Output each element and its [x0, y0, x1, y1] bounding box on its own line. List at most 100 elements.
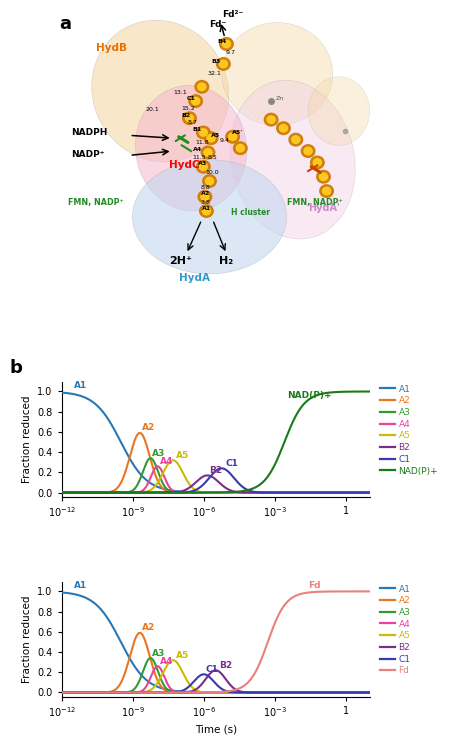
Text: B4: B4: [217, 39, 227, 44]
Text: HydA': HydA': [308, 203, 340, 213]
Text: A3: A3: [152, 649, 165, 658]
Ellipse shape: [222, 22, 333, 125]
Text: A1: A1: [73, 382, 87, 391]
Ellipse shape: [230, 80, 355, 239]
Text: A2: A2: [142, 423, 155, 432]
Text: A4: A4: [160, 657, 174, 666]
Circle shape: [204, 132, 218, 144]
Text: a: a: [59, 16, 71, 33]
Text: 32.1: 32.1: [207, 71, 221, 76]
Circle shape: [198, 83, 206, 90]
Text: 8.8: 8.8: [201, 185, 210, 190]
Text: Fd²⁻: Fd²⁻: [222, 10, 243, 19]
Text: 8.7: 8.7: [188, 120, 198, 125]
Text: 8.5: 8.5: [208, 155, 218, 160]
Ellipse shape: [308, 77, 370, 145]
Circle shape: [219, 38, 233, 50]
Y-axis label: Fraction reduced: Fraction reduced: [22, 596, 32, 683]
Circle shape: [182, 112, 196, 124]
Text: A3: A3: [198, 162, 207, 166]
Text: FMN, NADP⁺: FMN, NADP⁺: [68, 199, 124, 207]
Circle shape: [323, 187, 330, 195]
Circle shape: [200, 163, 207, 170]
Legend: A1, A2, A3, A4, A5, B2, C1, NAD(P)+: A1, A2, A3, A4, A5, B2, C1, NAD(P)+: [381, 385, 438, 476]
Circle shape: [197, 161, 210, 173]
Text: B3: B3: [211, 59, 220, 64]
Text: 15.2: 15.2: [181, 106, 195, 110]
Text: HydA: HydA: [179, 273, 210, 283]
Text: NAD(P)+: NAD(P)+: [287, 391, 331, 399]
Circle shape: [185, 115, 193, 122]
Circle shape: [228, 133, 237, 141]
Circle shape: [267, 116, 275, 123]
Circle shape: [201, 146, 215, 159]
Text: b: b: [9, 359, 22, 377]
Circle shape: [202, 207, 210, 215]
Circle shape: [191, 97, 200, 104]
Text: A4: A4: [160, 457, 174, 466]
Circle shape: [313, 159, 321, 166]
Text: A5: A5: [176, 651, 189, 660]
Text: 11.8: 11.8: [195, 140, 209, 145]
Circle shape: [264, 113, 278, 126]
Text: 3.8: 3.8: [201, 200, 211, 205]
Y-axis label: Fraction reduced: Fraction reduced: [22, 396, 32, 483]
Circle shape: [292, 136, 300, 143]
Circle shape: [200, 205, 213, 217]
Text: H₂: H₂: [219, 256, 233, 266]
Text: 9.7: 9.7: [226, 50, 236, 55]
Text: 11.5: 11.5: [192, 155, 206, 160]
Circle shape: [200, 129, 207, 136]
Ellipse shape: [136, 85, 246, 211]
Text: A2: A2: [142, 623, 155, 632]
Circle shape: [222, 40, 230, 47]
Text: Fd: Fd: [308, 582, 320, 591]
Circle shape: [207, 135, 215, 142]
Text: 13.1: 13.1: [173, 90, 187, 95]
Circle shape: [310, 156, 324, 169]
Circle shape: [189, 95, 202, 107]
Circle shape: [198, 190, 212, 203]
Text: A4: A4: [192, 147, 202, 152]
Legend: A1, A2, A3, A4, A5, B2, C1, Fd: A1, A2, A3, A4, A5, B2, C1, Fd: [381, 585, 410, 676]
Text: A5': A5': [232, 130, 243, 135]
Circle shape: [217, 58, 230, 70]
Ellipse shape: [92, 20, 228, 162]
Text: C1: C1: [225, 459, 238, 468]
Text: NADPH: NADPH: [71, 128, 107, 137]
Text: C1: C1: [187, 96, 196, 101]
Circle shape: [234, 142, 247, 154]
Circle shape: [197, 126, 210, 139]
Text: 20.1: 20.1: [146, 107, 159, 112]
Circle shape: [301, 144, 315, 157]
Text: C1: C1: [206, 665, 219, 674]
Circle shape: [304, 147, 312, 155]
Text: Zn: Zn: [276, 96, 284, 101]
Text: HydC: HydC: [170, 160, 200, 170]
Text: FMN, NADP⁺: FMN, NADP⁺: [286, 199, 342, 207]
Circle shape: [226, 130, 239, 143]
Circle shape: [206, 177, 213, 185]
Text: A3: A3: [152, 449, 165, 458]
X-axis label: Time (s): Time (s): [195, 725, 237, 735]
Circle shape: [201, 193, 209, 201]
Text: A2: A2: [201, 191, 210, 196]
Text: 2H⁺: 2H⁺: [170, 256, 192, 266]
Text: NADP⁺: NADP⁺: [71, 150, 104, 159]
Text: 9.4: 9.4: [220, 139, 230, 144]
Text: A1: A1: [202, 205, 211, 210]
Text: B2: B2: [182, 113, 191, 118]
Text: A1: A1: [73, 582, 87, 591]
Circle shape: [204, 149, 212, 156]
Circle shape: [289, 133, 302, 146]
Ellipse shape: [132, 159, 286, 274]
Circle shape: [237, 144, 244, 152]
Circle shape: [317, 170, 330, 183]
Text: Fd⁻: Fd⁻: [210, 20, 227, 29]
Text: B2: B2: [209, 466, 222, 476]
Text: B1: B1: [192, 127, 202, 132]
Text: B2: B2: [219, 661, 232, 670]
Text: A5: A5: [211, 133, 220, 138]
Text: 10.0: 10.0: [206, 170, 219, 175]
Text: HydB: HydB: [96, 43, 127, 53]
